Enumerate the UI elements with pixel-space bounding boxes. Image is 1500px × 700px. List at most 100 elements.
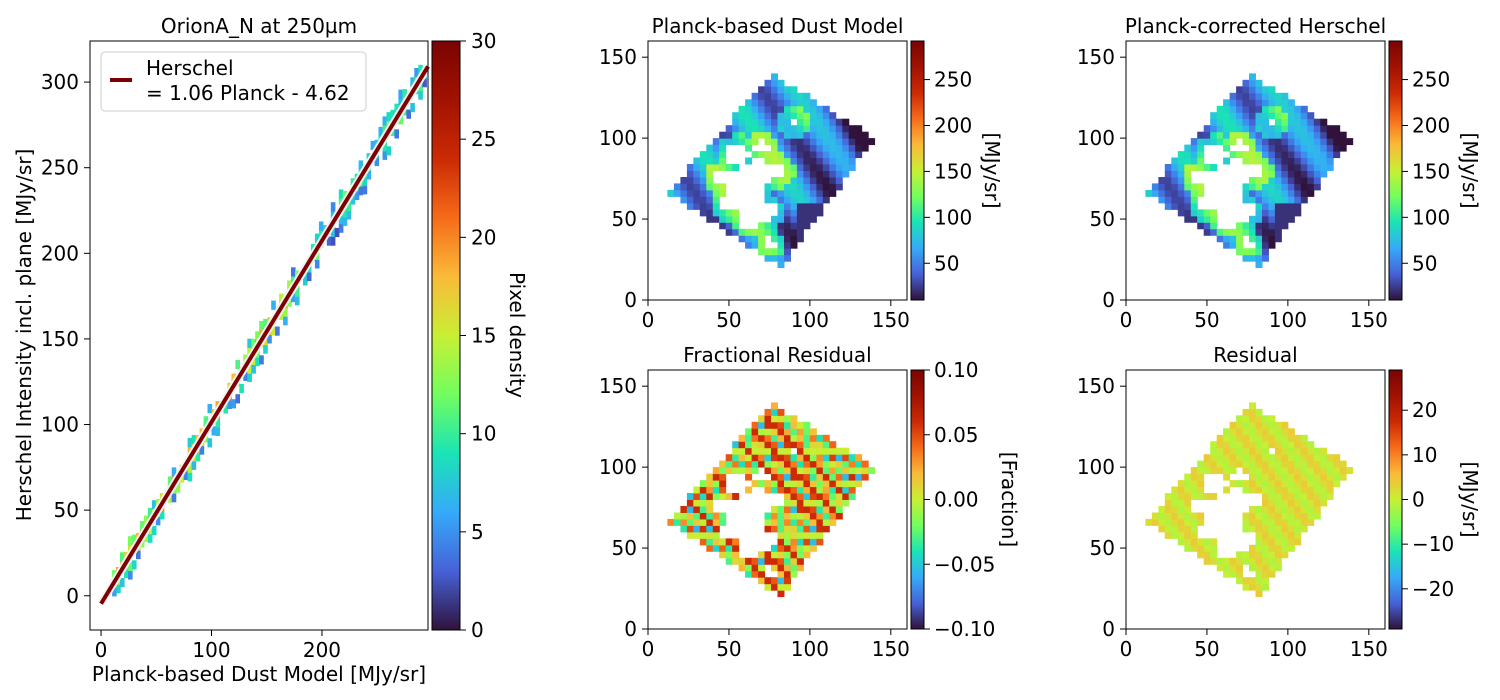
map-frame-corrected	[1125, 40, 1386, 301]
map-pixel	[732, 447, 740, 455]
map-pixel	[1177, 177, 1185, 184]
map-pixel	[1249, 222, 1256, 230]
map-pixel	[693, 531, 701, 539]
map-pixel	[809, 138, 817, 146]
map-pixel	[1281, 518, 1289, 526]
map-y-tick-label: 50	[1090, 207, 1115, 231]
map-pixel	[1177, 493, 1185, 500]
density-cell	[215, 426, 221, 436]
map-pixel	[1171, 493, 1179, 500]
map-pixel	[790, 157, 798, 165]
map-pixel	[1313, 506, 1321, 513]
map-pixel	[764, 131, 772, 139]
map-pixel	[784, 421, 791, 429]
map-pixel	[1281, 118, 1289, 126]
density-cell	[247, 372, 252, 383]
map-pixel	[771, 551, 778, 559]
map-pixel	[667, 189, 675, 197]
map-pixel	[1300, 183, 1308, 191]
map-pixel	[777, 79, 785, 87]
map-pixel	[699, 196, 707, 204]
map-pixel	[745, 460, 753, 468]
map-pixel	[777, 531, 785, 539]
map-pixel	[822, 125, 830, 133]
map-pixel	[732, 441, 740, 449]
map-pixel	[1171, 531, 1179, 539]
map-pixel	[1223, 467, 1231, 475]
map-pixel	[855, 460, 863, 468]
map-colorbar-tick-label: 250	[1412, 68, 1450, 92]
map-pixel	[1249, 544, 1256, 552]
map-pixel	[1197, 131, 1205, 139]
map-pixel	[868, 138, 876, 146]
map-pixel	[803, 196, 811, 204]
map-pixel	[1313, 151, 1321, 159]
map-pixel	[1274, 228, 1282, 236]
map-pixel	[1313, 144, 1321, 152]
map-pixel	[1320, 499, 1328, 507]
map-pixel	[1281, 473, 1289, 481]
map-pixel	[1326, 467, 1334, 475]
map-pixel	[1242, 454, 1250, 462]
map-pixel	[771, 235, 778, 243]
map-colorbar-tick-label: 200	[1412, 113, 1450, 137]
map-pixel	[816, 538, 824, 546]
map-pixel	[835, 177, 843, 184]
map-pixel	[1223, 228, 1231, 236]
map-pixel	[784, 506, 791, 513]
map-pixel	[1255, 99, 1263, 107]
map-pixel	[751, 118, 759, 126]
map-pixel	[1281, 499, 1289, 507]
map-pixel	[680, 506, 688, 513]
map-colorbar-label-model: [MJy/sr]	[980, 133, 1004, 209]
map-pixel	[732, 454, 740, 462]
map-pixel	[1287, 473, 1295, 481]
map-pixel	[1216, 228, 1224, 236]
map-pixel	[790, 428, 798, 436]
map-pixel	[777, 428, 785, 436]
map-pixel	[1262, 525, 1269, 533]
map-pixel	[706, 157, 714, 165]
map-pixel	[1307, 138, 1315, 146]
map-pixel	[809, 196, 817, 204]
map-pixel	[809, 544, 817, 552]
map-colorbar-tick-label: 20	[1412, 398, 1437, 422]
map-pixel	[1190, 202, 1198, 210]
map-pixel	[706, 531, 714, 539]
map-pixel	[1320, 473, 1328, 481]
map-pixel	[1197, 189, 1205, 197]
density-cell	[259, 321, 264, 331]
map-pixel	[719, 151, 727, 159]
map-pixel	[790, 209, 798, 217]
map-pixel	[1171, 486, 1179, 494]
map-pixel	[1216, 441, 1224, 449]
map-pixel	[751, 138, 759, 146]
density-x-tick-label: 100	[192, 638, 230, 662]
map-pixel	[1236, 447, 1244, 455]
map-pixel	[1190, 518, 1198, 526]
map-pixel	[1216, 447, 1224, 455]
map-pixel	[771, 254, 778, 262]
map-pixel	[809, 170, 817, 178]
density-cell	[120, 578, 125, 588]
map-pixel	[751, 241, 759, 249]
map-pixel	[764, 486, 772, 494]
map-pixel	[816, 118, 824, 126]
density-cell	[378, 126, 384, 137]
density-panel: OrionA_N at 250µm 0 100 200 05010015020025…	[12, 14, 529, 686]
map-pixel	[1313, 499, 1321, 507]
map-pixel	[784, 215, 791, 223]
map-pixel	[1287, 215, 1295, 223]
map-pixel	[758, 118, 766, 126]
density-cell	[183, 470, 189, 480]
map-pixel	[777, 415, 785, 423]
density-cell	[231, 399, 236, 409]
map-pixel	[1300, 499, 1308, 507]
map-pixel	[784, 564, 791, 572]
map-pixel	[732, 551, 740, 559]
map-pixel	[790, 131, 798, 139]
map-pixel	[758, 557, 766, 565]
map-pixel	[751, 564, 759, 572]
map-pixel	[816, 209, 824, 217]
map-pixel	[1274, 512, 1282, 520]
